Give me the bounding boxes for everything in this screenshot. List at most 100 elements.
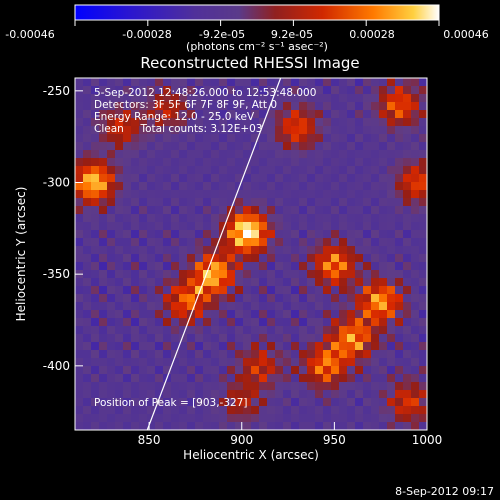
heatmap-cell	[107, 398, 116, 407]
heatmap-cell	[131, 222, 140, 231]
heatmap-cell	[395, 286, 404, 295]
heatmap-cell	[355, 318, 364, 327]
heatmap-cell	[315, 398, 324, 407]
heatmap-cell	[235, 398, 244, 407]
heatmap-cell	[259, 166, 268, 175]
heatmap-cell	[203, 406, 212, 415]
heatmap-cell	[387, 326, 396, 335]
heatmap-cell	[371, 118, 380, 127]
heatmap-cell	[411, 254, 420, 263]
heatmap-cell	[107, 326, 116, 335]
heatmap-cell	[75, 382, 84, 391]
heatmap-cell	[195, 182, 204, 191]
heatmap-cell	[227, 366, 236, 375]
heatmap-cell	[379, 310, 388, 319]
heatmap-cell	[99, 198, 108, 207]
heatmap-cell	[171, 398, 180, 407]
heatmap-cell	[283, 126, 292, 135]
heatmap-cell	[139, 310, 148, 319]
heatmap-area	[75, 78, 427, 430]
heatmap-cell	[315, 326, 324, 335]
heatmap-cell	[339, 110, 348, 119]
heatmap-cell	[307, 390, 316, 399]
heatmap-cell	[395, 406, 404, 415]
heatmap-cell	[155, 286, 164, 295]
colorbar-ticks	[74, 20, 440, 26]
heatmap-cell	[75, 318, 84, 327]
heatmap-cell	[187, 198, 196, 207]
heatmap-cell	[419, 222, 427, 231]
heatmap-cell	[267, 318, 276, 327]
heatmap-cell	[227, 198, 236, 207]
heatmap-cell	[347, 238, 356, 247]
heatmap-cell	[355, 414, 364, 423]
heatmap-cell	[299, 254, 308, 263]
heatmap-cell	[259, 334, 268, 343]
heatmap-cell	[107, 334, 116, 343]
heatmap-cell	[403, 238, 412, 247]
heatmap-cell	[235, 118, 244, 127]
heatmap-cell	[75, 350, 84, 359]
heatmap-cell	[99, 342, 108, 351]
heatmap-cell	[243, 102, 252, 111]
heatmap-cell	[267, 142, 276, 151]
heatmap-cell	[259, 230, 268, 239]
heatmap-cell	[379, 150, 388, 159]
heatmap-cell	[339, 206, 348, 215]
heatmap-cell	[107, 142, 116, 151]
heatmap-cell	[307, 366, 316, 375]
heatmap-cell	[347, 182, 356, 191]
heatmap-cell	[131, 198, 140, 207]
heatmap-cell	[99, 222, 108, 231]
heatmap-cell	[123, 198, 132, 207]
heatmap-cell	[251, 318, 260, 327]
heatmap-cell	[139, 334, 148, 343]
heatmap-cell	[179, 374, 188, 383]
heatmap-cell	[323, 102, 332, 111]
heatmap-cell	[403, 422, 412, 430]
heatmap-cell	[235, 230, 244, 239]
heatmap-cell	[227, 150, 236, 159]
heatmap-cell	[299, 110, 308, 119]
heatmap-cell	[99, 110, 108, 119]
heatmap-cell	[163, 134, 172, 143]
heatmap-cell	[411, 334, 420, 343]
heatmap-cell	[339, 118, 348, 127]
heatmap-cell	[147, 286, 156, 295]
colorbar-tick-label-3: 9.2e-05	[271, 28, 313, 41]
heatmap-cell	[163, 150, 172, 159]
heatmap-cell	[275, 246, 284, 255]
heatmap-cell	[371, 310, 380, 319]
heatmap-cell	[355, 254, 364, 263]
heatmap-cell	[347, 270, 356, 279]
heatmap-cell	[323, 406, 332, 415]
heatmap-cell	[395, 294, 404, 303]
heatmap-cell	[99, 134, 108, 143]
heatmap-cell	[107, 270, 116, 279]
heatmap-cell	[275, 254, 284, 263]
heatmap-cell	[187, 414, 196, 423]
heatmap-cell	[299, 246, 308, 255]
heatmap-cell	[275, 366, 284, 375]
heatmap-cell	[419, 78, 427, 87]
heatmap-cell	[195, 270, 204, 279]
heatmap-cell	[387, 262, 396, 271]
heatmap-cell	[195, 358, 204, 367]
heatmap-cell	[387, 294, 396, 303]
heatmap-cell	[235, 334, 244, 343]
heatmap-cell	[347, 374, 356, 383]
heatmap-cell	[195, 342, 204, 351]
heatmap-cell	[403, 214, 412, 223]
heatmap-cell	[179, 270, 188, 279]
heatmap-cell	[419, 94, 427, 103]
heatmap-cell	[187, 294, 196, 303]
heatmap-cell	[347, 166, 356, 175]
heatmap-cell	[387, 182, 396, 191]
heatmap-cell	[347, 286, 356, 295]
heatmap-cell	[363, 174, 372, 183]
heatmap-cell	[339, 358, 348, 367]
heatmap-cell	[379, 214, 388, 223]
heatmap-cell	[371, 366, 380, 375]
heatmap-cell	[331, 118, 340, 127]
heatmap-cell	[355, 222, 364, 231]
